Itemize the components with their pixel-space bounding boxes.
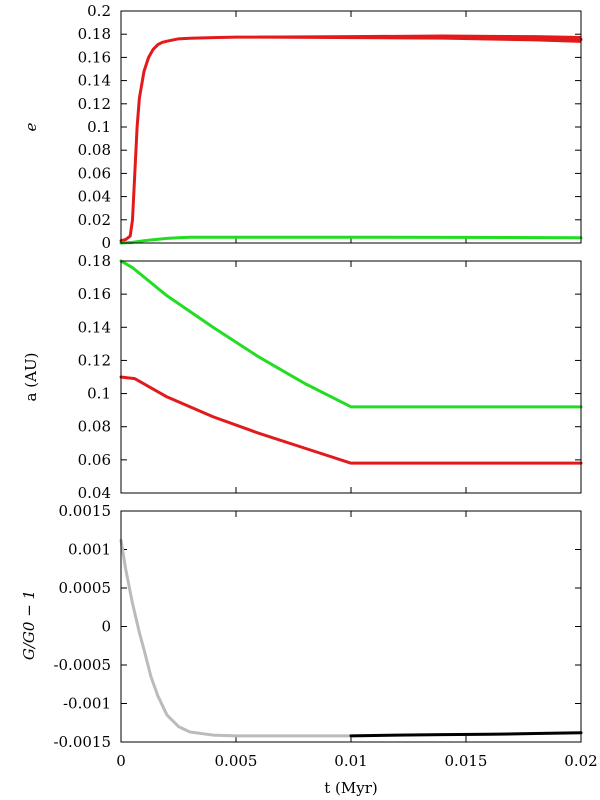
x-tick-label: 0.02 xyxy=(564,752,597,770)
panel-semimajor-axis-ytick-labels: 0.04 0.06 0.08 0.1 0.12 0.14 0.16 0.18 xyxy=(78,252,111,502)
a-axis-label: a (AU) xyxy=(22,353,40,402)
y-tick-label: 0.1 xyxy=(87,385,111,403)
panel-semimajor-axis: 0.04 0.06 0.08 0.1 0.12 0.14 0.16 0.18 a (AU) xyxy=(22,252,583,502)
x-tick-label: 0.01 xyxy=(334,752,367,770)
panel-angular-momentum-ytick-labels: -0.0015 -0.001 -0.0005 0 0.0005 0.001 0.0015 xyxy=(53,502,111,751)
panel-angular-momentum-ticks xyxy=(120,510,582,743)
panel-eccentricity: 00.020.040.060.080.10.120.140.160.180.2 … xyxy=(22,2,583,252)
y-tick-label: 0.001 xyxy=(68,541,111,559)
series-line-0-1 xyxy=(119,235,583,245)
panel-eccentricity-series xyxy=(119,34,583,245)
y-tick-label: -0.001 xyxy=(63,695,111,713)
y-tick-label: 0.06 xyxy=(78,451,111,469)
y-tick-label: 0.18 xyxy=(78,252,111,270)
y-tick-label: -0.0005 xyxy=(53,656,111,674)
y-tick-label: 0 xyxy=(101,234,111,252)
y-tick-label: 0.0015 xyxy=(59,502,112,520)
t-axis-label: t (Myr) xyxy=(324,779,378,797)
x-tick-labels: 0 0.005 0.01 0.015 0.02 xyxy=(116,752,597,770)
panel-semimajor-axis-ticks xyxy=(120,260,582,494)
y-tick-label: 0.08 xyxy=(78,141,111,159)
series-line-1-0 xyxy=(119,259,583,409)
panel-semimajor-axis-frame xyxy=(120,260,582,494)
panel-angular-momentum-frame xyxy=(120,510,582,743)
y-tick-label: 0.16 xyxy=(78,285,111,303)
panel-semimajor-axis-series xyxy=(119,259,583,465)
series-line-2-0 xyxy=(119,538,353,738)
e-axis-label: e xyxy=(22,122,40,131)
panel-eccentricity-ticks xyxy=(120,10,582,244)
y-tick-label: 0.16 xyxy=(78,48,111,66)
y-tick-label: 0.04 xyxy=(78,484,111,502)
panel-eccentricity-frame xyxy=(120,10,582,244)
y-tick-label: 0.02 xyxy=(78,211,111,229)
panel-eccentricity-ytick-labels: 0 0.02 0.04 0.06 0.08 0.1 0.12 0.14 0.16 0.18 0.2 xyxy=(78,2,111,252)
x-tick-label: 0.005 xyxy=(215,752,258,770)
series-line-2-1 xyxy=(349,731,583,738)
y-tick-label: 0.0005 xyxy=(59,579,112,597)
series-line-0-0 xyxy=(119,35,583,243)
y-tick-label: 0.14 xyxy=(78,318,111,336)
y-tick-label: 0.06 xyxy=(78,164,111,182)
y-tick-label: 0.2 xyxy=(87,2,111,20)
y-tick-label: 0.14 xyxy=(78,72,111,90)
y-tick-label: 0 xyxy=(101,618,111,636)
x-tick-label: 0.015 xyxy=(445,752,488,770)
g-axis-label: G/G0 − 1 xyxy=(20,590,38,660)
y-tick-label: 0.08 xyxy=(78,418,111,436)
y-tick-label: 0.12 xyxy=(78,95,111,113)
y-tick-label: 0.12 xyxy=(78,351,111,369)
panel-angular-momentum: -0.0015 -0.001 -0.0005 0 0.0005 0.001 0.0015 0… xyxy=(20,502,598,797)
panel-angular-momentum-series xyxy=(119,538,583,738)
y-tick-label: 0.1 xyxy=(87,118,111,136)
x-tick-label: 0 xyxy=(116,752,126,770)
y-tick-label: -0.0015 xyxy=(53,733,111,751)
series-line-1-1 xyxy=(119,375,583,465)
y-tick-label: 0.18 xyxy=(78,25,111,43)
y-tick-label: 0.04 xyxy=(78,188,111,206)
